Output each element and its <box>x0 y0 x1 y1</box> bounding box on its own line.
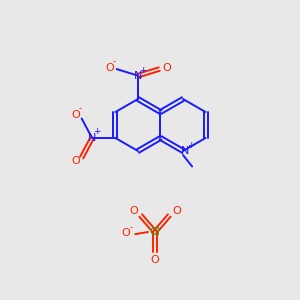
Text: O: O <box>129 206 138 217</box>
Text: O: O <box>151 255 159 265</box>
Text: O: O <box>162 63 171 73</box>
Text: O: O <box>105 63 114 73</box>
Text: O: O <box>71 110 80 119</box>
Text: Cl: Cl <box>150 227 160 237</box>
Text: +: + <box>139 66 147 75</box>
Text: N: N <box>88 133 96 143</box>
Text: +: + <box>187 142 195 151</box>
Text: +: + <box>93 128 101 136</box>
Text: N: N <box>181 146 189 156</box>
Text: O: O <box>172 206 181 217</box>
Text: -: - <box>130 223 133 232</box>
Text: -: - <box>79 104 82 113</box>
Text: O: O <box>122 228 130 238</box>
Text: O: O <box>71 157 80 166</box>
Text: N: N <box>134 70 142 81</box>
Text: -: - <box>113 58 116 67</box>
